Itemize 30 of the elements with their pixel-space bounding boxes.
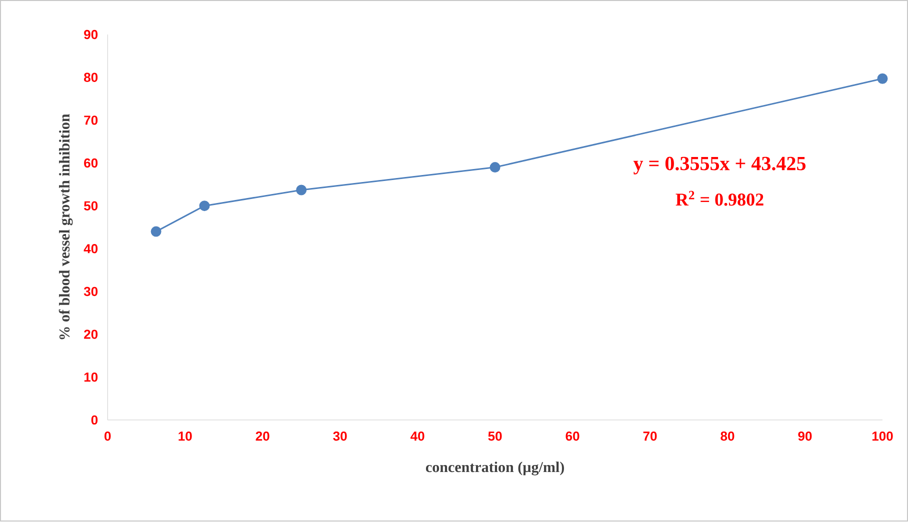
y-tick-label: 60: [84, 158, 98, 168]
y-axis-title: % of blood vessel growth inhibition: [58, 114, 73, 340]
y-tick-label: 50: [84, 201, 98, 211]
y-tick-label: 80: [84, 72, 98, 82]
y-tick-label: 20: [84, 330, 98, 340]
y-tick-label: 10: [84, 372, 98, 382]
point: [296, 184, 307, 196]
x-axis-title: concentration (µg/ml): [426, 462, 564, 476]
x-tick-label: 10: [178, 432, 192, 441]
point: [150, 226, 162, 237]
x-tick-label: 40: [410, 432, 424, 441]
x-tick-label: 30: [333, 432, 347, 441]
x-tick-label: 60: [566, 432, 580, 441]
y-tick-label: 70: [84, 116, 98, 126]
x-tick-label: 80: [720, 432, 734, 441]
y-tick-label: 0: [91, 416, 98, 425]
annotation: R$^{2}$ = 0.9802: [676, 191, 764, 206]
point: [877, 74, 888, 84]
point: [199, 200, 210, 212]
y-tick-label: 40: [84, 244, 98, 254]
x-tick-label: 20: [256, 432, 270, 441]
x-tick-label: 100: [872, 432, 893, 441]
y-tick-label: 30: [84, 287, 98, 296]
point: [490, 162, 500, 173]
x-tick-label: 90: [798, 432, 812, 441]
x-tick-label: 0: [104, 432, 111, 441]
x-tick-label: 50: [488, 432, 502, 441]
x-tick-label: 70: [643, 432, 657, 441]
y-tick-label: 90: [84, 30, 98, 40]
annotation: y = 0.3555x + 43.425: [633, 156, 806, 175]
